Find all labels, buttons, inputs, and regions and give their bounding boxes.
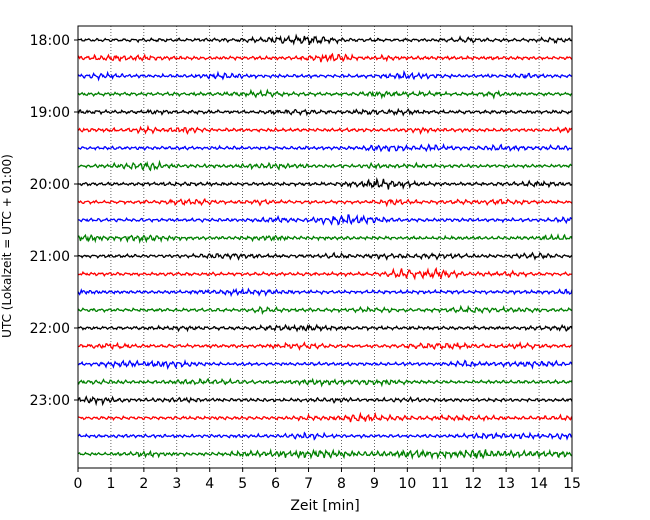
trace-2045 <box>77 233 573 245</box>
x-tick-label-3: 3 <box>172 476 181 492</box>
y-tick-label-2: 20:00 <box>30 177 70 193</box>
trace-2245 <box>77 377 573 388</box>
x-ticks: 0 1 2 3 4 5 6 7 8 9 10 11 12 13 14 15 <box>74 468 581 492</box>
x-tick-label-6: 6 <box>271 476 280 492</box>
trace-1915 <box>77 124 573 136</box>
trace-1945 <box>77 159 573 172</box>
trace-2015 <box>77 197 573 208</box>
y-tick-label-0: 18:00 <box>30 33 70 49</box>
trace-2230 <box>77 359 573 371</box>
trace-2345 <box>77 448 573 460</box>
trace-1845 <box>77 88 573 100</box>
x-tick-label-13: 13 <box>497 476 515 492</box>
trace-2145 <box>77 304 573 315</box>
y-axis-label: UTC (Lokalzeit = UTC + 01:00) <box>0 154 14 338</box>
trace-2100 <box>77 251 573 261</box>
vertical-gridlines <box>110 26 540 468</box>
trace-1830 <box>77 69 573 82</box>
trace-1930 <box>77 142 573 153</box>
y-tick-label-3: 21:00 <box>30 249 70 265</box>
x-tick-label-14: 14 <box>530 476 548 492</box>
trace-2030 <box>77 214 573 226</box>
trace-2215 <box>77 341 573 351</box>
trace-2130 <box>77 287 573 298</box>
trace-2300 <box>77 395 573 407</box>
x-tick-label-5: 5 <box>238 476 247 492</box>
trace-2000 <box>77 176 573 191</box>
x-tick-label-11: 11 <box>431 476 449 492</box>
y-ticks: 18:00 19:00 20:00 21:00 22:00 23:00 <box>30 33 78 409</box>
x-tick-label-7: 7 <box>304 476 313 492</box>
x-tick-label-0: 0 <box>74 476 83 492</box>
x-tick-label-10: 10 <box>398 476 416 492</box>
plot-frame <box>77 25 573 469</box>
x-tick-label-2: 2 <box>139 476 148 492</box>
x-tick-label-4: 4 <box>205 476 214 492</box>
traces <box>77 33 573 460</box>
trace-2115 <box>77 266 573 281</box>
y-tick-label-4: 22:00 <box>30 321 70 337</box>
trace-1800 <box>77 33 573 46</box>
trace-1815 <box>77 52 573 63</box>
x-tick-label-8: 8 <box>337 476 346 492</box>
trace-2200 <box>77 323 573 333</box>
y-tick-label-5: 23:00 <box>30 393 70 409</box>
x-tick-label-15: 15 <box>563 476 581 492</box>
trace-2315 <box>77 411 573 423</box>
trace-1900 <box>77 107 573 117</box>
x-tick-label-12: 12 <box>464 476 482 492</box>
y-tick-label-1: 19:00 <box>30 105 70 121</box>
trace-2330 <box>77 431 573 441</box>
x-axis-label: Zeit [min] <box>290 498 359 514</box>
x-tick-label-9: 9 <box>370 476 379 492</box>
x-tick-label-1: 1 <box>106 476 115 492</box>
